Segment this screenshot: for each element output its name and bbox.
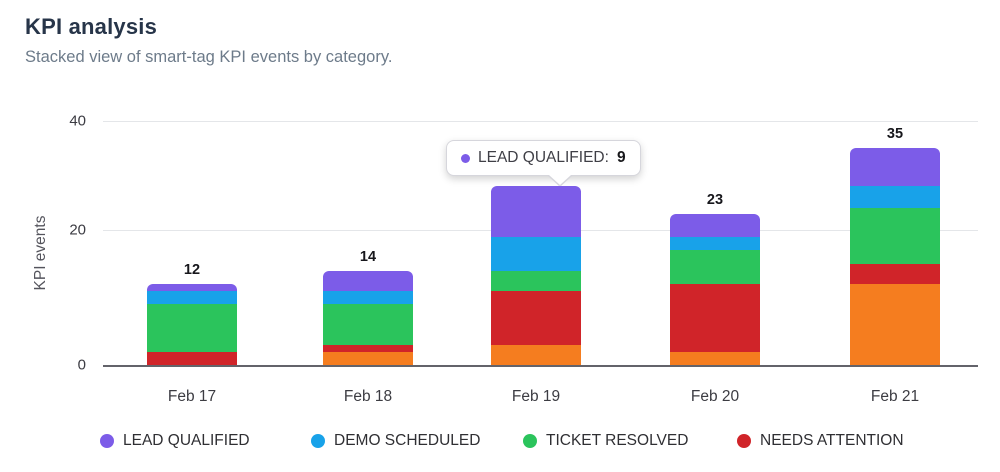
legend-dot-lead-qualified [100, 434, 114, 448]
legend-dot-ticket-resolved [523, 434, 537, 448]
bar-segment-feb-17-needs-attention[interactable] [147, 351, 237, 365]
bar-segment-feb-19-needs-attention[interactable] [491, 290, 581, 345]
bar-total-feb-21: 35 [886, 126, 904, 143]
legend-dot-needs-attention [737, 434, 751, 448]
x-tick-feb-21: Feb 21 [870, 388, 920, 405]
bar-total-feb-20: 23 [706, 191, 724, 208]
bar-segment-feb-18-unlabeled[interactable] [323, 351, 413, 365]
bar-segment-feb-20-needs-attention[interactable] [670, 284, 760, 352]
bar-segment-feb-20-unlabeled[interactable] [670, 351, 760, 365]
bar-segment-feb-21-needs-attention[interactable] [850, 263, 940, 284]
y-tick-40: 40 [69, 112, 86, 130]
chart-tooltip: LEAD QUALIFIED: 9 [446, 140, 641, 176]
legend-label: LEAD QUALIFIED [123, 432, 250, 449]
bar-segment-feb-20-demo-scheduled[interactable] [670, 236, 760, 251]
x-tick-feb-18: Feb 18 [343, 388, 393, 405]
bar-segment-feb-20-lead-qualified[interactable] [670, 213, 760, 237]
bar-segment-feb-17-demo-scheduled[interactable] [147, 290, 237, 305]
x-tick-feb-19: Feb 19 [511, 388, 561, 405]
bar-segment-feb-19-ticket-resolved[interactable] [491, 270, 581, 291]
bar-segment-feb-19-lead-qualified[interactable] [491, 186, 581, 237]
bar-segment-feb-18-demo-scheduled[interactable] [323, 290, 413, 305]
legend-item-ticket-resolved[interactable]: TICKET RESOLVED [523, 432, 688, 450]
page-title: KPI analysis [25, 14, 158, 39]
bar-total-feb-17: 12 [183, 262, 201, 278]
gridline-40 [103, 121, 978, 122]
bar-segment-feb-17-ticket-resolved[interactable] [147, 304, 237, 352]
bar-segment-feb-21-demo-scheduled[interactable] [850, 186, 940, 209]
x-axis-line [103, 365, 978, 367]
bar-segment-feb-19-demo-scheduled[interactable] [491, 236, 581, 271]
legend-item-needs-attention[interactable]: NEEDS ATTENTION [737, 432, 904, 450]
bar-segment-feb-18-needs-attention[interactable] [323, 344, 413, 352]
bar-segment-feb-17-lead-qualified[interactable] [147, 284, 237, 291]
bar-total-feb-18: 14 [359, 248, 377, 265]
legend-item-lead-qualified[interactable]: LEAD QUALIFIED [100, 432, 250, 450]
bar-segment-feb-18-lead-qualified[interactable] [323, 270, 413, 291]
legend-label: NEEDS ATTENTION [760, 432, 904, 449]
bar-segment-feb-21-unlabeled[interactable] [850, 284, 940, 365]
y-axis-title: KPI events [32, 215, 49, 291]
y-tick-20: 20 [69, 221, 86, 239]
tooltip-value: 9 [616, 149, 626, 166]
page-subtitle: Stacked view of smart-tag KPI events by … [25, 48, 393, 66]
legend-label: DEMO SCHEDULED [334, 432, 481, 449]
bar-segment-feb-21-ticket-resolved[interactable] [850, 208, 940, 264]
bar-segment-feb-19-unlabeled[interactable] [491, 344, 581, 365]
x-tick-feb-17: Feb 17 [167, 388, 217, 405]
tooltip-series-label: LEAD QUALIFIED: [478, 149, 609, 166]
y-tick-0: 0 [77, 356, 86, 374]
tooltip-series-dot [461, 153, 470, 163]
bar-segment-feb-21-lead-qualified[interactable] [850, 148, 940, 187]
x-tick-feb-20: Feb 20 [690, 388, 740, 405]
legend-label: TICKET RESOLVED [546, 432, 689, 449]
bar-segment-feb-18-ticket-resolved[interactable] [323, 304, 413, 345]
legend-dot-demo-scheduled [311, 434, 325, 448]
legend-item-demo-scheduled[interactable]: DEMO SCHEDULED [311, 432, 480, 450]
bar-segment-feb-20-ticket-resolved[interactable] [670, 250, 760, 284]
